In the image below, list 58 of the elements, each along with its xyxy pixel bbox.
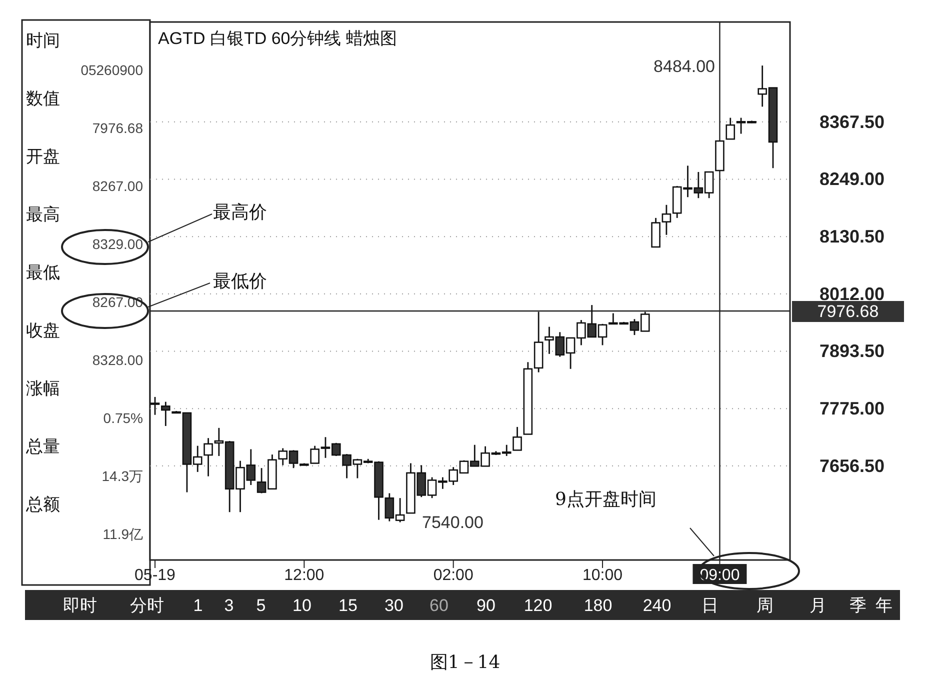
text: 180	[584, 596, 612, 615]
candlestick	[150, 396, 160, 416]
text: 5	[256, 596, 266, 615]
y-tick-label: 8367.50	[819, 112, 885, 132]
y-tick-label: 7775.00	[819, 398, 885, 419]
text: 1	[193, 596, 203, 615]
annotation: 9点开盘时间	[555, 489, 656, 510]
text: 90	[476, 596, 496, 615]
text: 120	[524, 596, 552, 615]
x-tick-label: 09:00	[700, 567, 740, 584]
text: 即时	[63, 596, 97, 615]
text: 数值	[26, 89, 60, 108]
annotation: 7540.00	[422, 513, 484, 532]
text: 10	[292, 596, 312, 615]
text: 年	[876, 596, 892, 615]
text: 3	[224, 596, 234, 615]
ref-line-label: 7976.68	[817, 302, 879, 321]
text: 总额	[25, 495, 60, 514]
text: 收盘	[26, 321, 60, 340]
annotation: 最高价	[213, 202, 267, 223]
text: 240	[642, 596, 672, 615]
text: 8267.00	[92, 178, 144, 194]
y-tick-label: 8130.50	[819, 226, 885, 247]
text: 总量	[25, 437, 60, 456]
text: 60	[430, 596, 448, 615]
y-tick-label: 7893.50	[819, 341, 885, 362]
x-tick-label: 12:00	[284, 567, 324, 584]
text: 30	[384, 596, 404, 615]
caption: 图1－14	[430, 652, 500, 673]
text: 最高	[26, 205, 60, 224]
text: 8329.00	[92, 236, 144, 252]
candlestick	[726, 117, 736, 140]
text: 7976.68	[92, 120, 144, 136]
text: 时间	[26, 31, 60, 50]
candlestick	[512, 426, 522, 451]
annotation: 最低价	[213, 271, 267, 292]
text: 最低	[26, 263, 60, 282]
text: 14.3万	[102, 468, 143, 484]
text: 8328.00	[92, 352, 144, 368]
x-tick-label: 10:00	[582, 567, 623, 584]
candlestick	[161, 401, 170, 427]
y-tick-label: 8012.00	[819, 284, 885, 304]
text: 分时	[130, 596, 164, 615]
text: 季	[850, 596, 866, 615]
annotation: 8484.00	[654, 57, 715, 76]
text: 11.9亿	[102, 526, 143, 542]
text: 涨幅	[26, 379, 60, 398]
x-tick-label: 02:00	[433, 567, 474, 584]
text: 开盘	[26, 147, 60, 166]
text: 日	[702, 596, 718, 615]
y-tick-label: 8249.00	[819, 169, 885, 190]
y-tick-label: 7656.50	[819, 456, 885, 476]
text: 周	[756, 596, 774, 615]
text: 05260900	[80, 62, 144, 78]
text: 月	[810, 596, 826, 615]
chart-title: AGTD 白银TD 60分钟线 蜡烛图	[158, 29, 397, 48]
text: 15	[338, 596, 358, 615]
text: 0.75%	[103, 410, 143, 426]
